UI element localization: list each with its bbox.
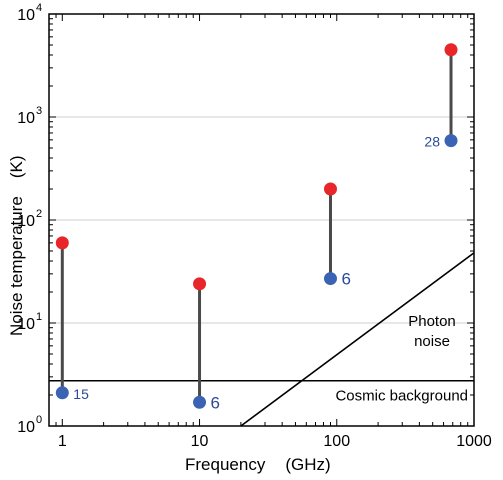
y-tick-exponent: 2 xyxy=(36,208,42,220)
x-axis-label: Frequency xyxy=(185,455,266,474)
point-label: 15 xyxy=(73,386,89,402)
y-tick-label: 10 xyxy=(17,7,35,24)
y-axis-title: Noise temperature (K) xyxy=(7,155,26,336)
y-tick-exponent: 1 xyxy=(36,311,42,323)
photon-noise-label: Photon noise xyxy=(408,313,456,350)
axis-ticks xyxy=(48,13,475,427)
y-tick-exponent: 3 xyxy=(36,105,42,117)
point-labels: 15 6 6 28 xyxy=(73,134,440,413)
stems xyxy=(60,49,453,403)
y-tick-exponent: 0 xyxy=(36,414,42,426)
point-label: 6 xyxy=(211,393,220,412)
upper-point xyxy=(323,182,337,196)
y-tick-label: 10 xyxy=(17,419,35,436)
y-tick-label: 10 xyxy=(17,110,35,127)
lower-point xyxy=(193,395,207,409)
y-axis-unit: (K) xyxy=(7,155,26,178)
photon-noise-line xyxy=(240,252,475,427)
x-tick-label: 1000 xyxy=(456,433,492,450)
point-label: 28 xyxy=(424,134,440,150)
grid xyxy=(49,116,474,324)
lower-point xyxy=(55,386,69,400)
cosmic-background-label: Cosmic background xyxy=(335,388,468,405)
lower-point xyxy=(444,134,458,148)
x-axis-unit: (GHz) xyxy=(285,455,330,474)
x-tick-label: 10 xyxy=(191,433,209,450)
x-tick-label: 1 xyxy=(58,433,67,450)
x-tick-label: 100 xyxy=(323,433,350,450)
upper-point xyxy=(193,277,207,291)
x-axis-title: Frequency (GHz) xyxy=(185,455,331,474)
y-tick-label: 10 xyxy=(17,213,35,230)
y-tick-label: 10 xyxy=(17,316,35,333)
markers xyxy=(55,43,458,409)
upper-point xyxy=(444,43,458,57)
x-tick-labels: 1 10 100 1000 xyxy=(58,433,492,450)
upper-point xyxy=(55,236,69,250)
y-axis-label: Noise temperature xyxy=(7,196,26,336)
point-label: 6 xyxy=(341,270,350,289)
y-tick-exponent: 4 xyxy=(36,2,42,14)
lower-point xyxy=(323,272,337,286)
reference-lines xyxy=(49,252,475,427)
